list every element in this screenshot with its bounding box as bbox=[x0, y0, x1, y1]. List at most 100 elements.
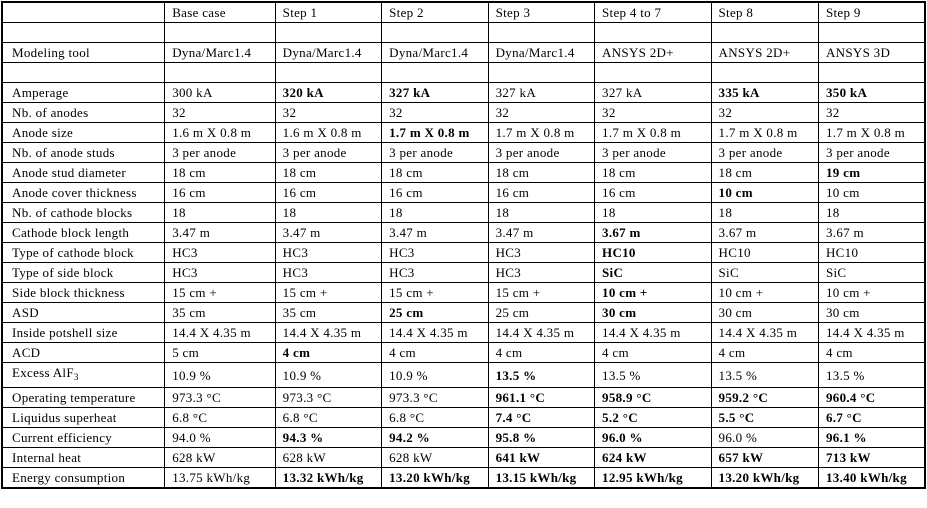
value-cell: 18 bbox=[594, 202, 712, 223]
value-cell: 961.1 °C bbox=[487, 387, 596, 408]
table-row: Operating temperature 973.3 °C 973.3 °C 973… bbox=[1, 387, 926, 408]
table-row: Energy consumption 13.75 kWh/kg 13.32 kWh/… bbox=[1, 467, 926, 489]
value-cell: 327 kA bbox=[381, 82, 489, 103]
row-label: Operating temperature bbox=[1, 387, 166, 408]
value-cell: 3.67 m bbox=[817, 222, 926, 243]
value-cell: 13.20 kWh/kg bbox=[381, 467, 489, 489]
value-cell: 13.5 % bbox=[817, 362, 926, 388]
value-cell: 18 cm bbox=[164, 162, 276, 183]
value-cell: 14.4 X 4.35 m bbox=[274, 322, 383, 343]
value-cell: 13.5 % bbox=[487, 362, 596, 388]
column-header: Step 4 to 7 bbox=[594, 1, 712, 23]
value-cell: 1.6 m X 0.8 m bbox=[274, 122, 383, 143]
value-cell: 18 bbox=[817, 202, 926, 223]
value-cell: 3.67 m bbox=[710, 222, 819, 243]
value-cell: 3.47 m bbox=[381, 222, 489, 243]
value-cell: 3 per anode bbox=[274, 142, 383, 163]
value-cell: 3.47 m bbox=[274, 222, 383, 243]
row-label-text: Type of side block bbox=[12, 265, 114, 280]
value-cell: 10 cm + bbox=[594, 282, 712, 303]
row-label-text: Anode size bbox=[12, 125, 74, 140]
value-cell: 14.4 X 4.35 m bbox=[817, 322, 926, 343]
table-row: Anode cover thickness 16 cm 16 cm 16 cm 16 c… bbox=[1, 182, 926, 203]
value-cell: 3 per anode bbox=[594, 142, 712, 163]
table-row: Nb. of anode studs 3 per anode 3 per anode… bbox=[1, 142, 926, 163]
value-cell: 973.3 °C bbox=[164, 387, 276, 408]
value-cell: 94.2 % bbox=[381, 427, 489, 448]
value-cell: HC3 bbox=[164, 262, 276, 283]
value-cell: 32 bbox=[381, 102, 489, 123]
row-label: Side block thickness bbox=[1, 282, 166, 303]
value-cell: 6.8 °C bbox=[274, 407, 383, 428]
row-label-text: Cathode block length bbox=[12, 225, 130, 240]
value-cell: HC3 bbox=[381, 262, 489, 283]
value-cell bbox=[710, 22, 819, 43]
row-label-text: ASD bbox=[12, 305, 39, 320]
row-label: Type of cathode block bbox=[1, 242, 166, 263]
value-cell: ANSYS 3D bbox=[817, 42, 926, 63]
value-cell: 16 cm bbox=[274, 182, 383, 203]
value-cell: 5.2 °C bbox=[594, 407, 712, 428]
value-cell: SiC bbox=[817, 262, 926, 283]
value-cell bbox=[487, 22, 596, 43]
table-row: Inside potshell size 14.4 X 4.35 m 14.4 X … bbox=[1, 322, 926, 343]
row-label-text: ACD bbox=[12, 345, 41, 360]
value-cell: 10.9 % bbox=[274, 362, 383, 388]
row-label: Liquidus superheat bbox=[1, 407, 166, 428]
table-header: Base case Step 1 Step 2 Step 3 Step 4 to 7 St… bbox=[1, 1, 926, 23]
value-cell: 3.47 m bbox=[487, 222, 596, 243]
table-row: Side block thickness 15 cm +15 cm +15 cm … bbox=[1, 282, 926, 303]
value-cell: HC3 bbox=[381, 242, 489, 263]
table-row: Type of side block HC3 HC3 HC3 HC3 SiC SiC SiC bbox=[1, 262, 926, 283]
value-cell: 1.6 m X 0.8 m bbox=[164, 122, 276, 143]
pot-modernization-steps-table: Base case Step 1 Step 2 Step 3 Step 4 to 7 St… bbox=[1, 1, 926, 489]
table-row: Nb. of cathode blocks 18 18 18 18 18 18 18 bbox=[1, 202, 926, 223]
corner-cell bbox=[1, 1, 166, 23]
value-cell: HC3 bbox=[487, 242, 596, 263]
value-cell: HC3 bbox=[274, 262, 383, 283]
value-cell: 959.2 °C bbox=[710, 387, 819, 408]
value-cell: 16 cm bbox=[164, 182, 276, 203]
spacer-row bbox=[1, 62, 926, 83]
value-cell: SiC bbox=[594, 262, 712, 283]
value-cell: 4 cm bbox=[594, 342, 712, 363]
value-cell: 19 cm bbox=[817, 162, 926, 183]
value-cell: 32 bbox=[594, 102, 712, 123]
value-cell bbox=[594, 22, 712, 43]
value-cell: 628 kW bbox=[274, 447, 383, 468]
value-cell bbox=[710, 62, 819, 83]
value-cell: 10.9 % bbox=[381, 362, 489, 388]
value-cell bbox=[274, 62, 383, 83]
value-cell: HC10 bbox=[594, 242, 712, 263]
value-cell: 10 cm + bbox=[710, 282, 819, 303]
value-cell: 624 kW bbox=[594, 447, 712, 468]
value-cell: 3 per anode bbox=[817, 142, 926, 163]
value-cell: 14.4 X 4.35 m bbox=[487, 322, 596, 343]
value-cell: 3.47 m bbox=[164, 222, 276, 243]
value-cell: 1.7 m X 0.8 m bbox=[710, 122, 819, 143]
value-cell: 13.75 kWh/kg bbox=[164, 467, 276, 489]
table-row: Excess AlF3 10.9 % 10.9 % 10.9 % 13.5 % 13.5 … bbox=[1, 362, 926, 388]
value-cell bbox=[381, 62, 489, 83]
value-cell: 4 cm bbox=[381, 342, 489, 363]
value-cell: 973.3 °C bbox=[381, 387, 489, 408]
value-cell: 3 per anode bbox=[381, 142, 489, 163]
row-label: Anode size bbox=[1, 122, 166, 143]
row-label-text: Energy consumption bbox=[12, 470, 126, 485]
value-cell bbox=[164, 62, 276, 83]
row-label-text: Anode stud diameter bbox=[12, 165, 127, 180]
value-cell: 32 bbox=[710, 102, 819, 123]
value-cell: 32 bbox=[164, 102, 276, 123]
value-cell: 18 bbox=[164, 202, 276, 223]
row-label-text: Inside potshell size bbox=[12, 325, 118, 340]
value-cell: 13.40 kWh/kg bbox=[817, 467, 926, 489]
row-label bbox=[1, 22, 166, 43]
value-cell: 18 cm bbox=[487, 162, 596, 183]
value-cell: 6.7 °C bbox=[817, 407, 926, 428]
column-header: Step 8 bbox=[710, 1, 819, 23]
value-cell: SiC bbox=[710, 262, 819, 283]
value-cell: HC3 bbox=[487, 262, 596, 283]
row-label-text: Operating temperature bbox=[12, 390, 136, 405]
value-cell: 12.95 kWh/kg bbox=[594, 467, 712, 489]
